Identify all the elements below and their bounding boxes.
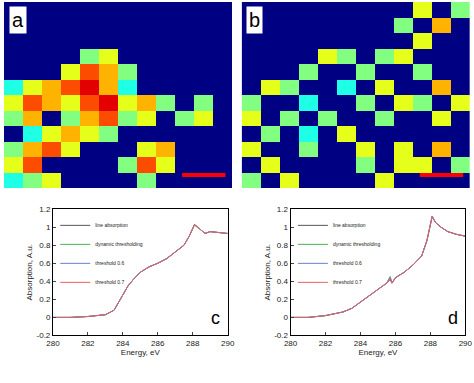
- svg-text:threshold 0.7: threshold 0.7: [333, 279, 362, 285]
- svg-text:0: 0: [46, 313, 51, 322]
- svg-text:-0.2: -0.2: [274, 331, 288, 340]
- svg-text:c: c: [211, 308, 220, 328]
- svg-text:282: 282: [319, 339, 333, 348]
- svg-text:280: 280: [284, 339, 298, 348]
- svg-text:0.4: 0.4: [39, 277, 51, 286]
- svg-text:1: 1: [284, 223, 289, 232]
- svg-text:0.2: 0.2: [277, 295, 289, 304]
- svg-text:0.4: 0.4: [277, 277, 289, 286]
- svg-text:290: 290: [459, 339, 473, 348]
- svg-text:Absorption, A.u.: Absorption, A.u.: [25, 244, 34, 300]
- svg-text:0: 0: [284, 313, 289, 322]
- svg-text:threshold 0.7: threshold 0.7: [95, 279, 124, 285]
- svg-text:0.2: 0.2: [39, 295, 51, 304]
- svg-text:284: 284: [354, 339, 368, 348]
- svg-text:0.6: 0.6: [39, 259, 51, 268]
- svg-text:0.8: 0.8: [277, 241, 289, 250]
- svg-text:1: 1: [46, 223, 51, 232]
- svg-text:threshold 0.6: threshold 0.6: [95, 260, 124, 266]
- svg-text:290: 290: [221, 339, 235, 348]
- svg-text:dynamic thresholding: dynamic thresholding: [333, 241, 380, 247]
- svg-text:Energy, eV: Energy, eV: [121, 348, 161, 357]
- svg-text:line absorption: line absorption: [333, 222, 366, 228]
- svg-text:0.8: 0.8: [39, 241, 51, 250]
- svg-text:286: 286: [151, 339, 165, 348]
- svg-text:288: 288: [424, 339, 438, 348]
- svg-text:Absorption, A.u.: Absorption, A.u.: [263, 244, 272, 300]
- svg-text:line absorption: line absorption: [95, 222, 128, 228]
- svg-text:1.2: 1.2: [277, 205, 289, 214]
- svg-text:Energy, eV: Energy, eV: [358, 348, 398, 357]
- svg-text:0.6: 0.6: [277, 259, 289, 268]
- svg-text:286: 286: [389, 339, 403, 348]
- svg-text:b: b: [249, 9, 260, 31]
- svg-text:-0.2: -0.2: [37, 331, 51, 340]
- svg-text:280: 280: [46, 339, 60, 348]
- svg-text:282: 282: [81, 339, 95, 348]
- svg-text:1.2: 1.2: [39, 205, 51, 214]
- svg-text:288: 288: [186, 339, 200, 348]
- svg-text:threshold 0.6: threshold 0.6: [333, 260, 362, 266]
- svg-text:dynamic thresholding: dynamic thresholding: [95, 241, 142, 247]
- svg-text:d: d: [448, 308, 458, 328]
- svg-text:a: a: [12, 9, 24, 31]
- svg-text:284: 284: [116, 339, 130, 348]
